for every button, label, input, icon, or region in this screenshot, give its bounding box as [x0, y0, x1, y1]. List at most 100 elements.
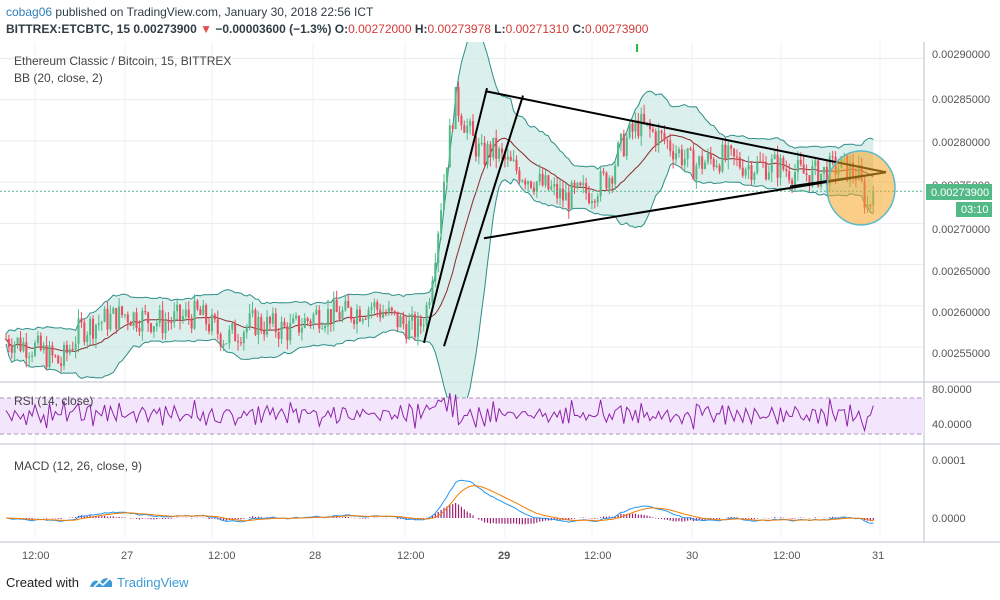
candle-body — [387, 307, 390, 315]
candle-body — [625, 137, 628, 157]
candle-body — [48, 345, 51, 368]
y-tick: 0.00265000 — [932, 266, 990, 278]
x-tick: 27 — [121, 550, 133, 562]
macd-tick: 0.0001 — [932, 455, 966, 467]
candle-body — [379, 309, 382, 318]
candle-body — [13, 343, 16, 353]
candle-body — [619, 133, 622, 143]
candle-body — [738, 157, 741, 168]
candle-body — [129, 322, 132, 326]
close-value: 0.00273900 — [585, 22, 649, 36]
candle-body — [611, 177, 614, 184]
candle-body — [532, 187, 535, 192]
candle-body — [530, 181, 533, 188]
candle-body — [796, 159, 799, 173]
candle-body — [355, 309, 358, 325]
author-link[interactable]: cobag06 — [6, 5, 53, 19]
candle-body — [295, 315, 298, 319]
candle-body — [300, 327, 303, 333]
candle-body — [176, 304, 179, 312]
x-tick: 28 — [309, 550, 321, 562]
candle-body — [747, 165, 750, 170]
time-axis[interactable]: 12:00 27 12:00 28 12:00 29 12:00 30 12:0… — [22, 550, 884, 562]
candle-body — [268, 317, 271, 324]
candle-body — [97, 323, 100, 325]
candle-body — [280, 321, 283, 339]
candle-body — [161, 310, 164, 334]
y-tick: 0.00255000 — [932, 348, 990, 360]
candle-body — [382, 313, 385, 318]
candle-body — [585, 183, 588, 194]
candle-body — [440, 210, 443, 234]
candle-body — [190, 317, 193, 329]
candle-body — [782, 157, 785, 170]
candle-body — [405, 323, 408, 340]
candle-body — [147, 312, 150, 324]
candle-body — [271, 313, 274, 324]
candle-body — [266, 317, 269, 335]
candle-body — [573, 182, 576, 188]
candle-body — [245, 326, 248, 333]
y-tick: 0.00270000 — [932, 224, 990, 236]
candle-body — [553, 183, 556, 187]
candle-body — [193, 300, 196, 329]
candle-body — [799, 159, 802, 165]
candle-body — [62, 344, 66, 366]
candle-body — [141, 311, 144, 332]
candle-body — [112, 308, 115, 314]
candle-body — [309, 320, 312, 324]
last-price-tag-text: 0.00273900 — [931, 187, 989, 199]
bb-fill — [6, 30, 874, 424]
candle-body — [181, 315, 184, 320]
triangle-lower-line — [483, 171, 887, 240]
candle-body — [335, 299, 338, 313]
candle-body — [254, 309, 257, 335]
candle-body — [825, 167, 828, 185]
candle-body — [724, 144, 727, 160]
x-tick: 29 — [498, 550, 510, 562]
candle-body — [437, 233, 440, 263]
macd-title: MACD (12, 26, close, 9) — [14, 459, 142, 473]
candle-body — [567, 192, 570, 210]
candle-body — [509, 156, 512, 161]
candle-body — [286, 326, 289, 341]
triangle-upper-line — [486, 90, 887, 174]
candle-body — [202, 305, 205, 316]
candle-body — [466, 125, 469, 133]
candle-body — [92, 318, 95, 339]
candle-body — [396, 311, 399, 328]
candle-body — [384, 313, 388, 315]
last-price-tag — [926, 184, 992, 200]
candle-body — [805, 173, 808, 176]
candle-body — [376, 302, 379, 310]
candle-body — [42, 345, 45, 351]
y-tick: 0.00285000 — [932, 94, 990, 106]
candle-body — [222, 343, 225, 347]
candle-body — [474, 135, 477, 157]
candle-body — [605, 172, 608, 189]
candle-body — [672, 151, 675, 160]
candle-body — [718, 165, 721, 172]
candle-body — [123, 314, 126, 316]
low-label: L: — [494, 22, 506, 36]
candle-body — [86, 335, 89, 343]
candle-body — [637, 120, 640, 137]
candle-body — [347, 300, 350, 308]
price-axis[interactable]: 0.00290000 0.00285000 0.00280000 0.00275… — [926, 49, 992, 525]
chart-area[interactable]: Ethereum Classic / Bitcoin, 15, BITTREX … — [0, 29, 1000, 564]
countdown-text: 03:10 — [961, 204, 989, 216]
tradingview-link[interactable]: TradingView — [117, 575, 189, 590]
chart-svg[interactable]: Ethereum Classic / Bitcoin, 15, BITTREX … — [0, 29, 1000, 564]
candle-body — [683, 159, 686, 166]
published-text: published on TradingView.com, January 30… — [55, 5, 374, 19]
candle-body — [89, 318, 92, 336]
trend-drawings[interactable] — [423, 87, 896, 347]
grid-lines — [0, 42, 1000, 543]
candle-body — [321, 328, 324, 330]
candle-body — [216, 319, 219, 334]
candle-body — [793, 172, 796, 185]
candle-body — [242, 332, 245, 344]
tradingview-logo-icon — [90, 578, 112, 588]
candle-body — [358, 309, 361, 322]
x-tick: 31 — [872, 550, 884, 562]
